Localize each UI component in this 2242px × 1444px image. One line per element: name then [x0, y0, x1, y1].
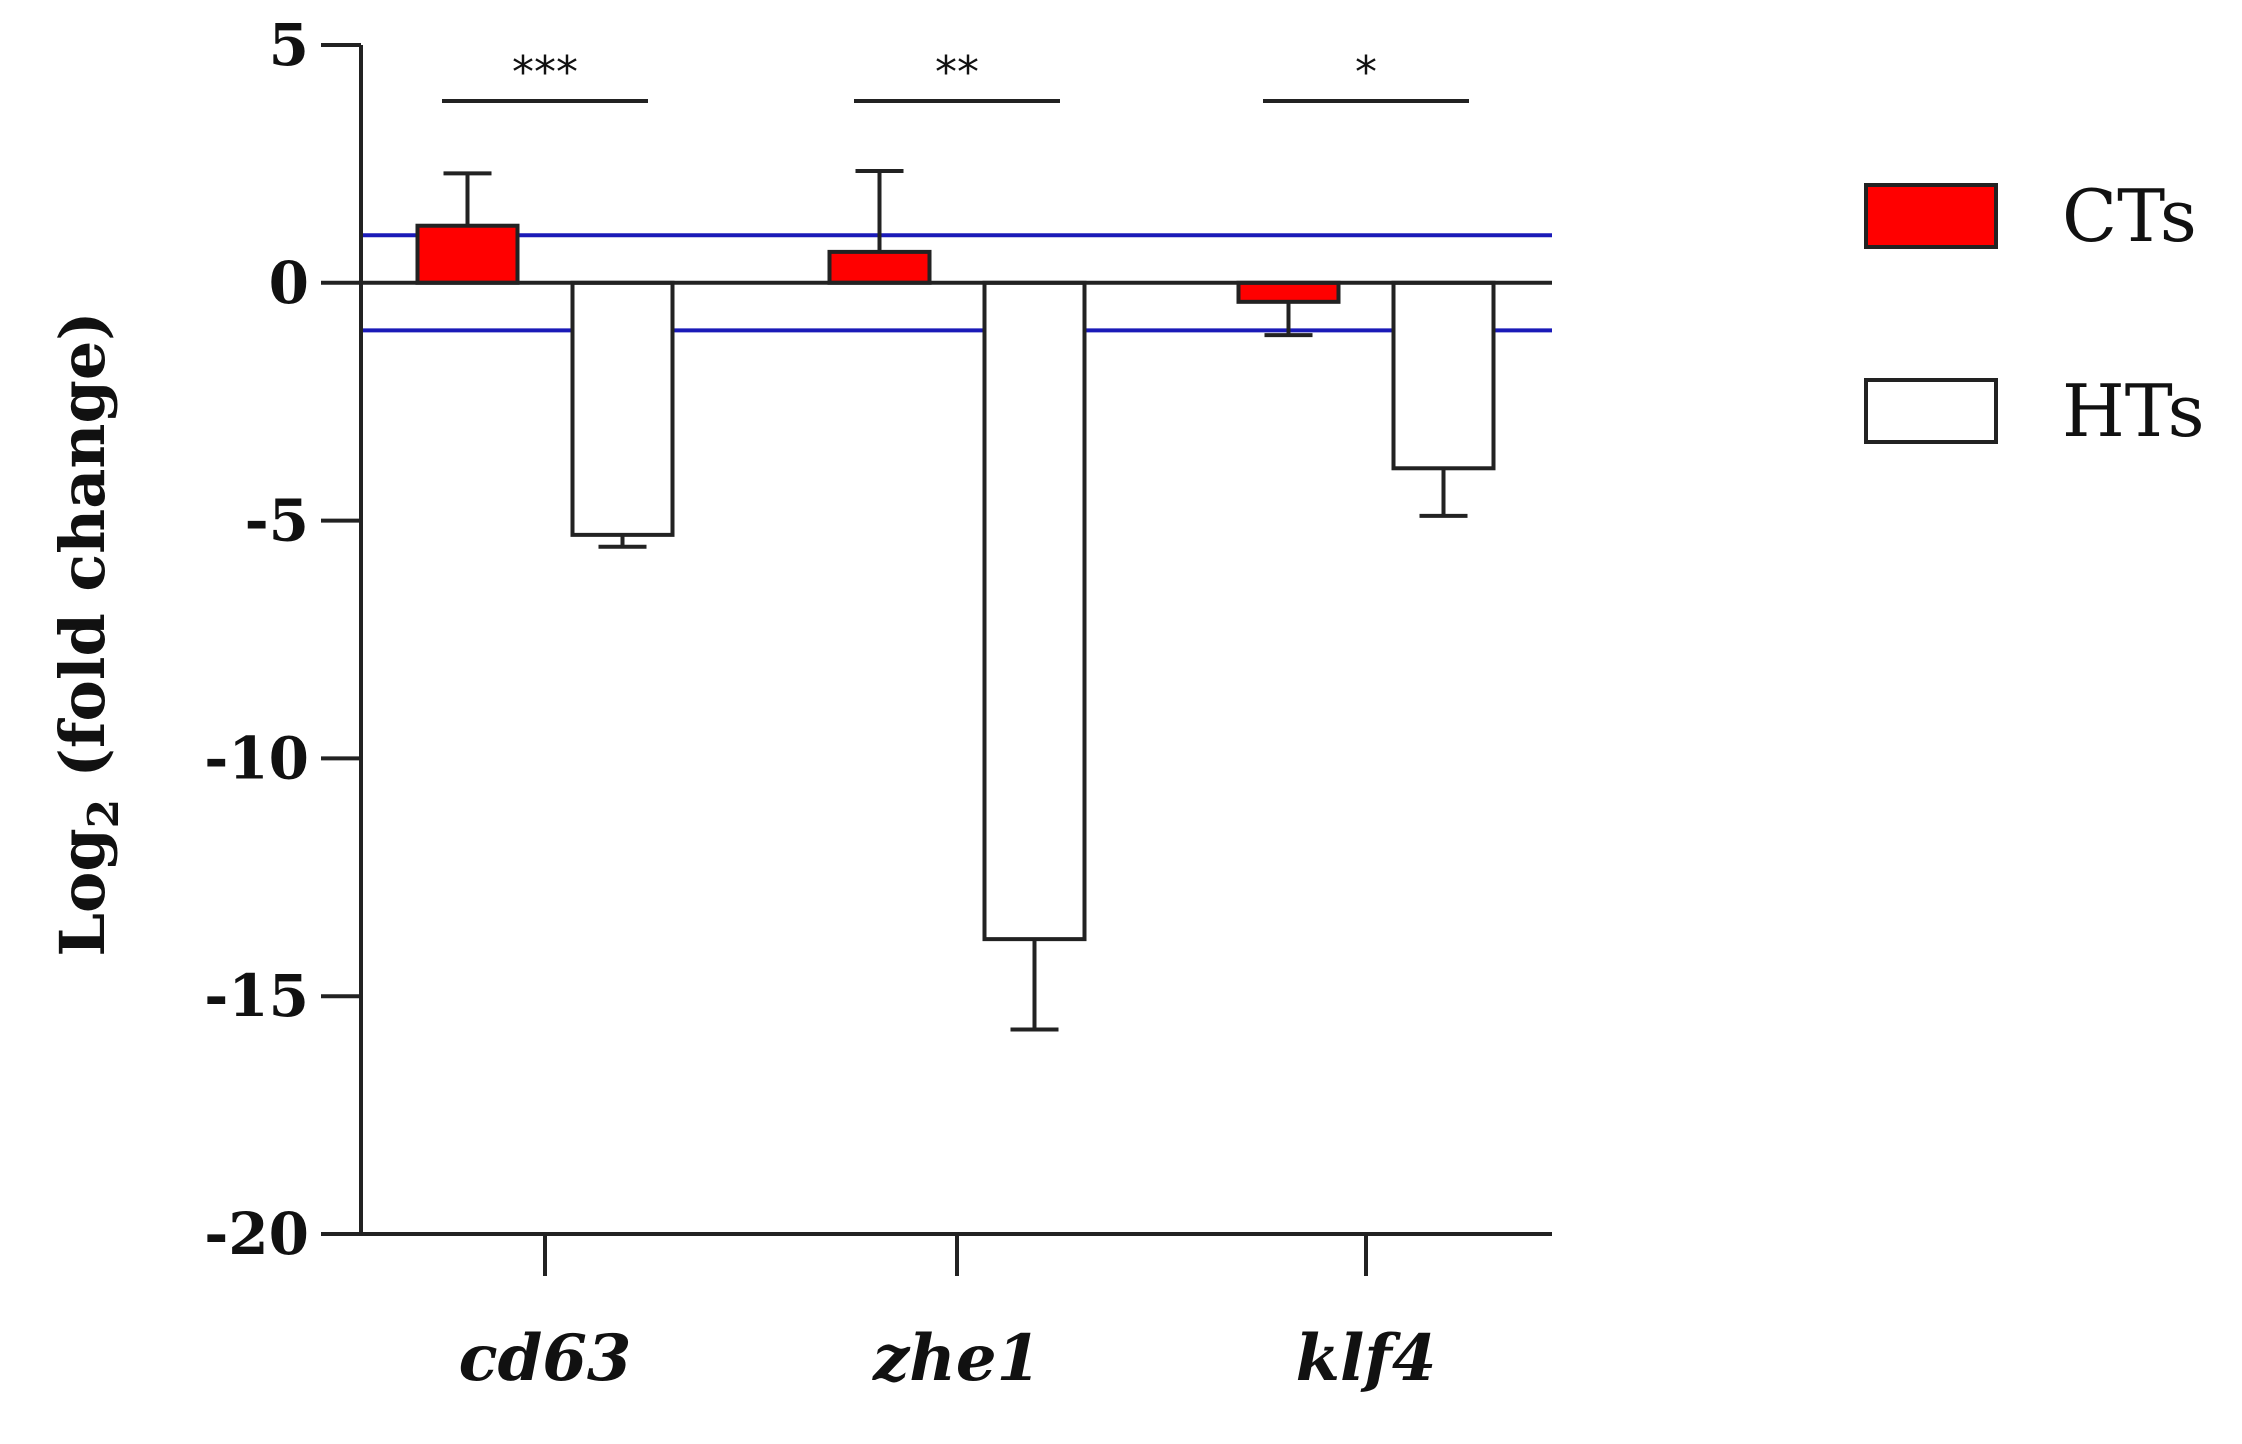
y-axis-title-rest: (fold change): [46, 311, 119, 799]
y-tick-label: 5: [269, 11, 309, 79]
y-tick-label: -20: [204, 1200, 309, 1268]
x-tick-label-klf4: klf4: [1296, 1321, 1437, 1396]
y-tick-label: -15: [204, 962, 309, 1030]
bar-CTs-klf4: [1236, 280, 1341, 304]
significance-annotations: *** ** *: [442, 47, 1469, 103]
bars: [415, 169, 1496, 1032]
x-tick-label-zhe1: zhe1: [872, 1321, 1041, 1396]
y-axis-title-main: Log: [46, 828, 119, 956]
bar-HTs-zhe1: [982, 280, 1087, 942]
significance-label-klf4: *: [1355, 47, 1377, 98]
legend-swatch-HTs: [1864, 378, 1998, 444]
legend-label-CTs: CTs: [2062, 174, 2197, 258]
bar-HTs-cd63: [570, 280, 675, 537]
bar-HTs-klf4: [1391, 280, 1496, 471]
bar-CTs-cd63: [415, 223, 520, 285]
significance-label-zhe1: **: [935, 47, 979, 98]
y-tick-label: -10: [204, 724, 309, 792]
legend-swatch-CTs: [1864, 183, 1998, 249]
y-axis-title-subscript: 2: [79, 799, 128, 828]
y-tick-label: -5: [245, 487, 309, 555]
legend-label-HTs: HTs: [2062, 369, 2205, 453]
reference-lines: [361, 233, 1552, 333]
x-tick-label-cd63: cd63: [459, 1321, 632, 1396]
y-tick-label: 0: [269, 249, 309, 317]
significance-label-cd63: ***: [512, 47, 578, 98]
bar-CTs-zhe1: [827, 249, 932, 285]
axes: 5 0 -5 -10 -15 -20 cd63 zhe1 klf4: [204, 11, 1552, 1396]
y-axis-title: Log2 (fold change): [46, 311, 128, 956]
legend: CTs HTs: [1864, 174, 2205, 453]
